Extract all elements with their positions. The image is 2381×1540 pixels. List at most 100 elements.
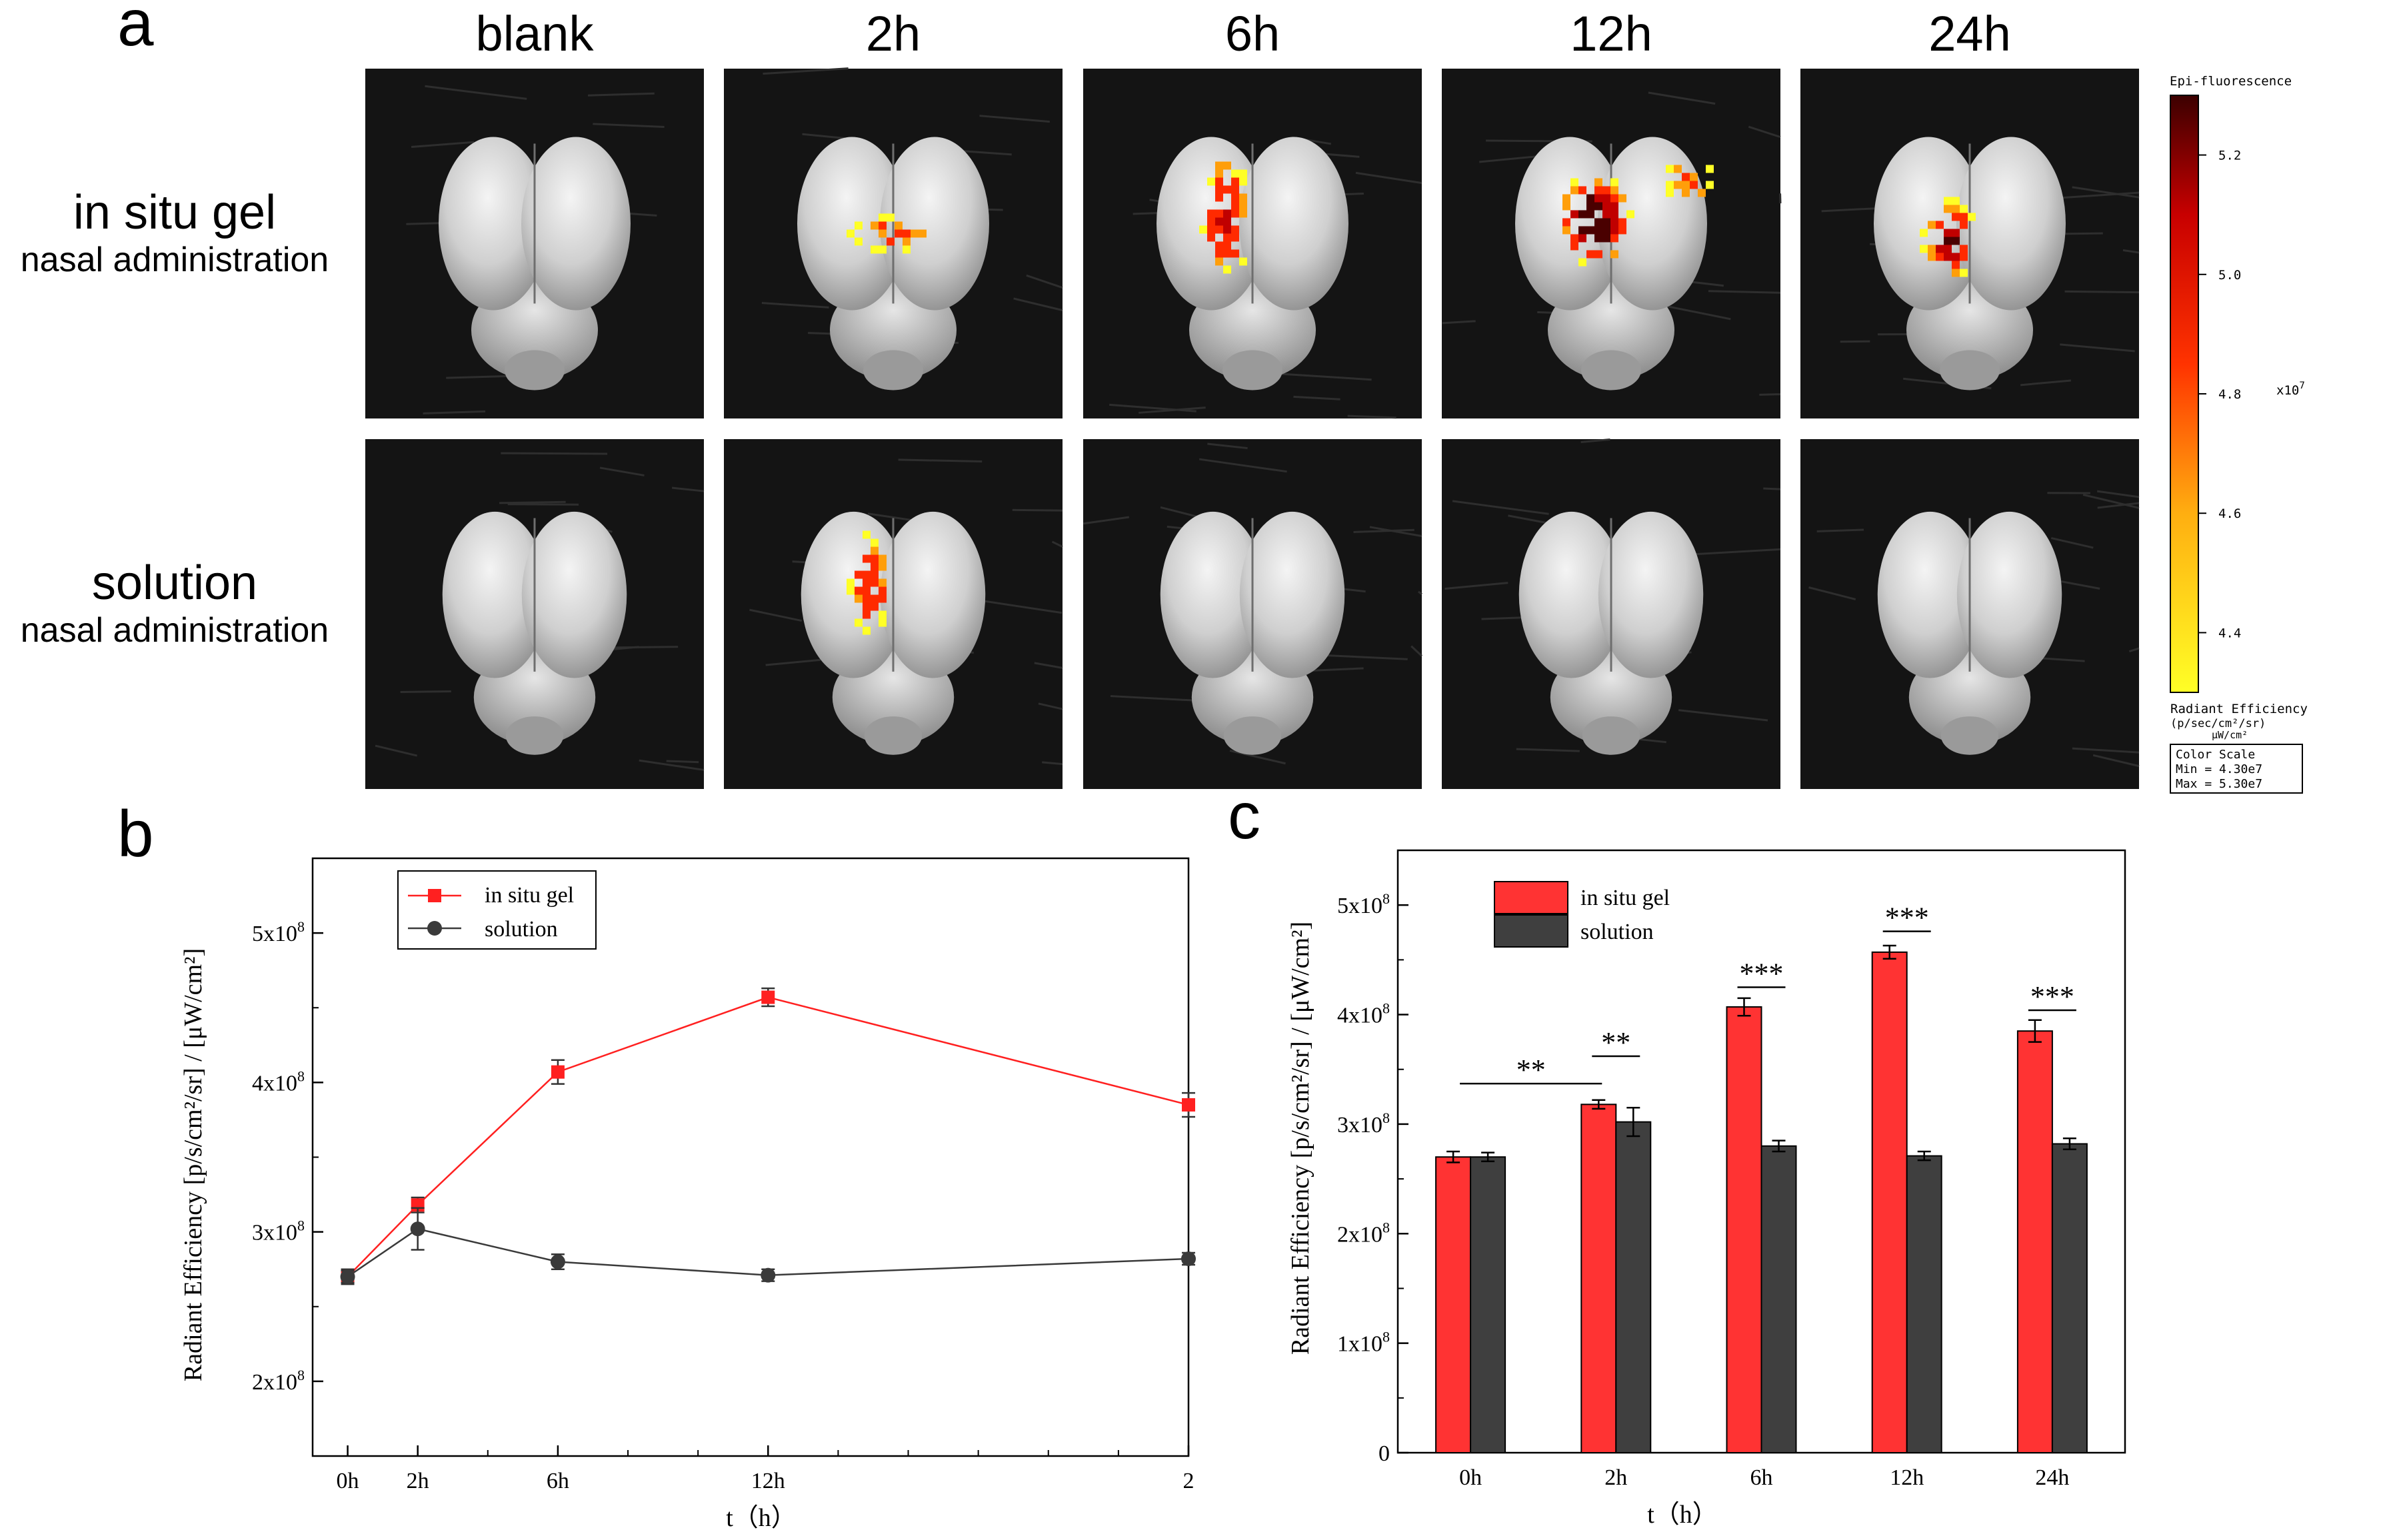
significance-label: ***: [2030, 980, 2074, 1013]
fluorescence-pixel: [855, 618, 863, 627]
tile-texture: [1666, 305, 1731, 321]
bar: [1615, 1121, 1652, 1453]
fluorescence-pixel: [911, 229, 919, 238]
fluorescence-pixel: [1239, 193, 1247, 202]
y-tick-label: 5x108: [1337, 890, 1390, 918]
tile-texture: [1508, 514, 1552, 525]
fluorescence-pixel: [871, 578, 879, 587]
tile-texture: [1139, 406, 1206, 414]
x-tick-label: 12h: [1890, 1465, 1924, 1490]
tile-texture: [425, 85, 527, 100]
colorbar-units-title: Radiant Efficiency: [2170, 702, 2308, 716]
fluorescence-pixel: [1594, 186, 1602, 195]
fluorescence-pixel: [1215, 193, 1223, 202]
fluorescence-pixel: [1578, 226, 1586, 235]
y-tick-exponent: 8: [297, 1068, 305, 1084]
fluorescence-pixel: [1215, 161, 1223, 170]
fluorescence-pixel: [1610, 210, 1618, 219]
fluorescence-pixel: [1682, 189, 1690, 197]
fluorescence-pixel: [919, 229, 927, 238]
x-tick-label: 12h: [751, 1469, 785, 1493]
x-tick-label: 6h: [1750, 1465, 1773, 1490]
fluorescence-pixel: [1952, 261, 1960, 269]
tile-texture: [1026, 274, 1063, 289]
fluorescence-pixel: [879, 562, 887, 571]
fluorescence-pixel: [1231, 249, 1239, 258]
legend-swatch-solution: [1494, 914, 1568, 948]
fluorescence-pixel: [1231, 169, 1239, 178]
fluorescence-pixel: [871, 594, 879, 603]
fluorescence-pixel: [1570, 242, 1578, 251]
tile-texture: [2122, 249, 2140, 254]
fluorescence-pixel: [855, 221, 863, 230]
tile-texture: [666, 760, 699, 764]
fluorescence-pixel: [879, 245, 887, 254]
tile-texture: [1083, 516, 1130, 525]
fluorescence-pixel: [1215, 169, 1223, 178]
tile-texture: [979, 115, 1050, 123]
x-tick-label: 0h: [1459, 1465, 1482, 1490]
brain-left-hemisphere: [442, 511, 548, 678]
fluorescence-pixel: [1682, 181, 1690, 189]
brain-stem: [1222, 350, 1282, 390]
fluorescence-pixel: [1944, 229, 1952, 237]
fluorescence-pixel: [847, 586, 855, 595]
fluorescence-pixel: [1968, 213, 1976, 221]
brain-stem: [505, 350, 565, 390]
fluorescence-pixel: [863, 586, 871, 595]
fluorescence-pixel: [1682, 173, 1690, 181]
y-tick-mantissa: 4x10: [252, 1071, 297, 1096]
color-scale-max: Max = 5.30e7: [2176, 777, 2262, 791]
color-scale-title: Color Scale: [2176, 748, 2255, 762]
column-header: 24h: [1928, 6, 2010, 61]
tile-texture: [749, 608, 803, 622]
fluorescence-pixel: [1936, 253, 1944, 261]
fluorescence-pixel: [1215, 225, 1223, 234]
fluorescence-pixel: [1618, 226, 1626, 235]
tile-texture: [1759, 393, 1781, 396]
legend-label-solution: solution: [1580, 920, 1654, 944]
fluorescence-pixel: [1223, 185, 1231, 194]
tile-texture: [2050, 536, 2094, 549]
fluorescence-pixel: [1610, 186, 1618, 195]
brain-tile: [1442, 69, 1782, 418]
fluorescence-pixel: [1944, 245, 1952, 253]
bar-chart-bars: [1435, 944, 2088, 1454]
fluorescence-pixel: [1215, 241, 1223, 250]
fluorescence-pixel: [895, 229, 903, 238]
brain-tile: [1083, 69, 1422, 419]
tile-texture: [1808, 586, 1856, 600]
tile-texture: [593, 123, 665, 129]
fluorescence-pixel: [879, 213, 887, 222]
fluorescence-pixel: [1602, 226, 1610, 235]
brain-right-hemisphere: [1956, 511, 2062, 678]
fluorescence-pixel: [1207, 209, 1215, 218]
y-tick-label: 1x108: [1337, 1329, 1390, 1357]
brain-image-grid: [365, 67, 2140, 789]
line-chart-y-title: Radiant Efficiency [p/s/cm²/sr] / [μW/cm…: [179, 948, 207, 1381]
y-tick-mantissa: 5x10: [1337, 894, 1382, 918]
fluorescence-pixel: [1610, 218, 1618, 227]
tile-texture: [1678, 709, 1768, 722]
fluorescence-pixel: [855, 586, 863, 595]
brain-tile: [365, 69, 704, 418]
tile-texture: [411, 141, 475, 149]
bar: [1470, 1156, 1506, 1453]
fluorescence-pixel: [1602, 218, 1610, 227]
tile-texture: [1816, 528, 1864, 532]
fluorescence-pixel: [1610, 178, 1618, 187]
brain-right-hemisphere: [1239, 511, 1345, 678]
series-line-0: [347, 996, 1189, 1277]
fluorescence-pixel: [1944, 253, 1952, 261]
line-chart-x-title: t（h）: [726, 1504, 797, 1532]
row-title: in situ gel: [73, 186, 276, 239]
brain-right-hemisphere: [1239, 137, 1348, 311]
fluorescence-pixel: [879, 610, 887, 619]
fluorescence-pixel: [1562, 218, 1570, 227]
fluorescence-pixel: [1223, 217, 1231, 226]
bar-chart-x-title: t（h）: [1647, 1501, 1718, 1529]
tile-texture: [1110, 695, 1207, 702]
brain-tile: [1083, 439, 1423, 789]
